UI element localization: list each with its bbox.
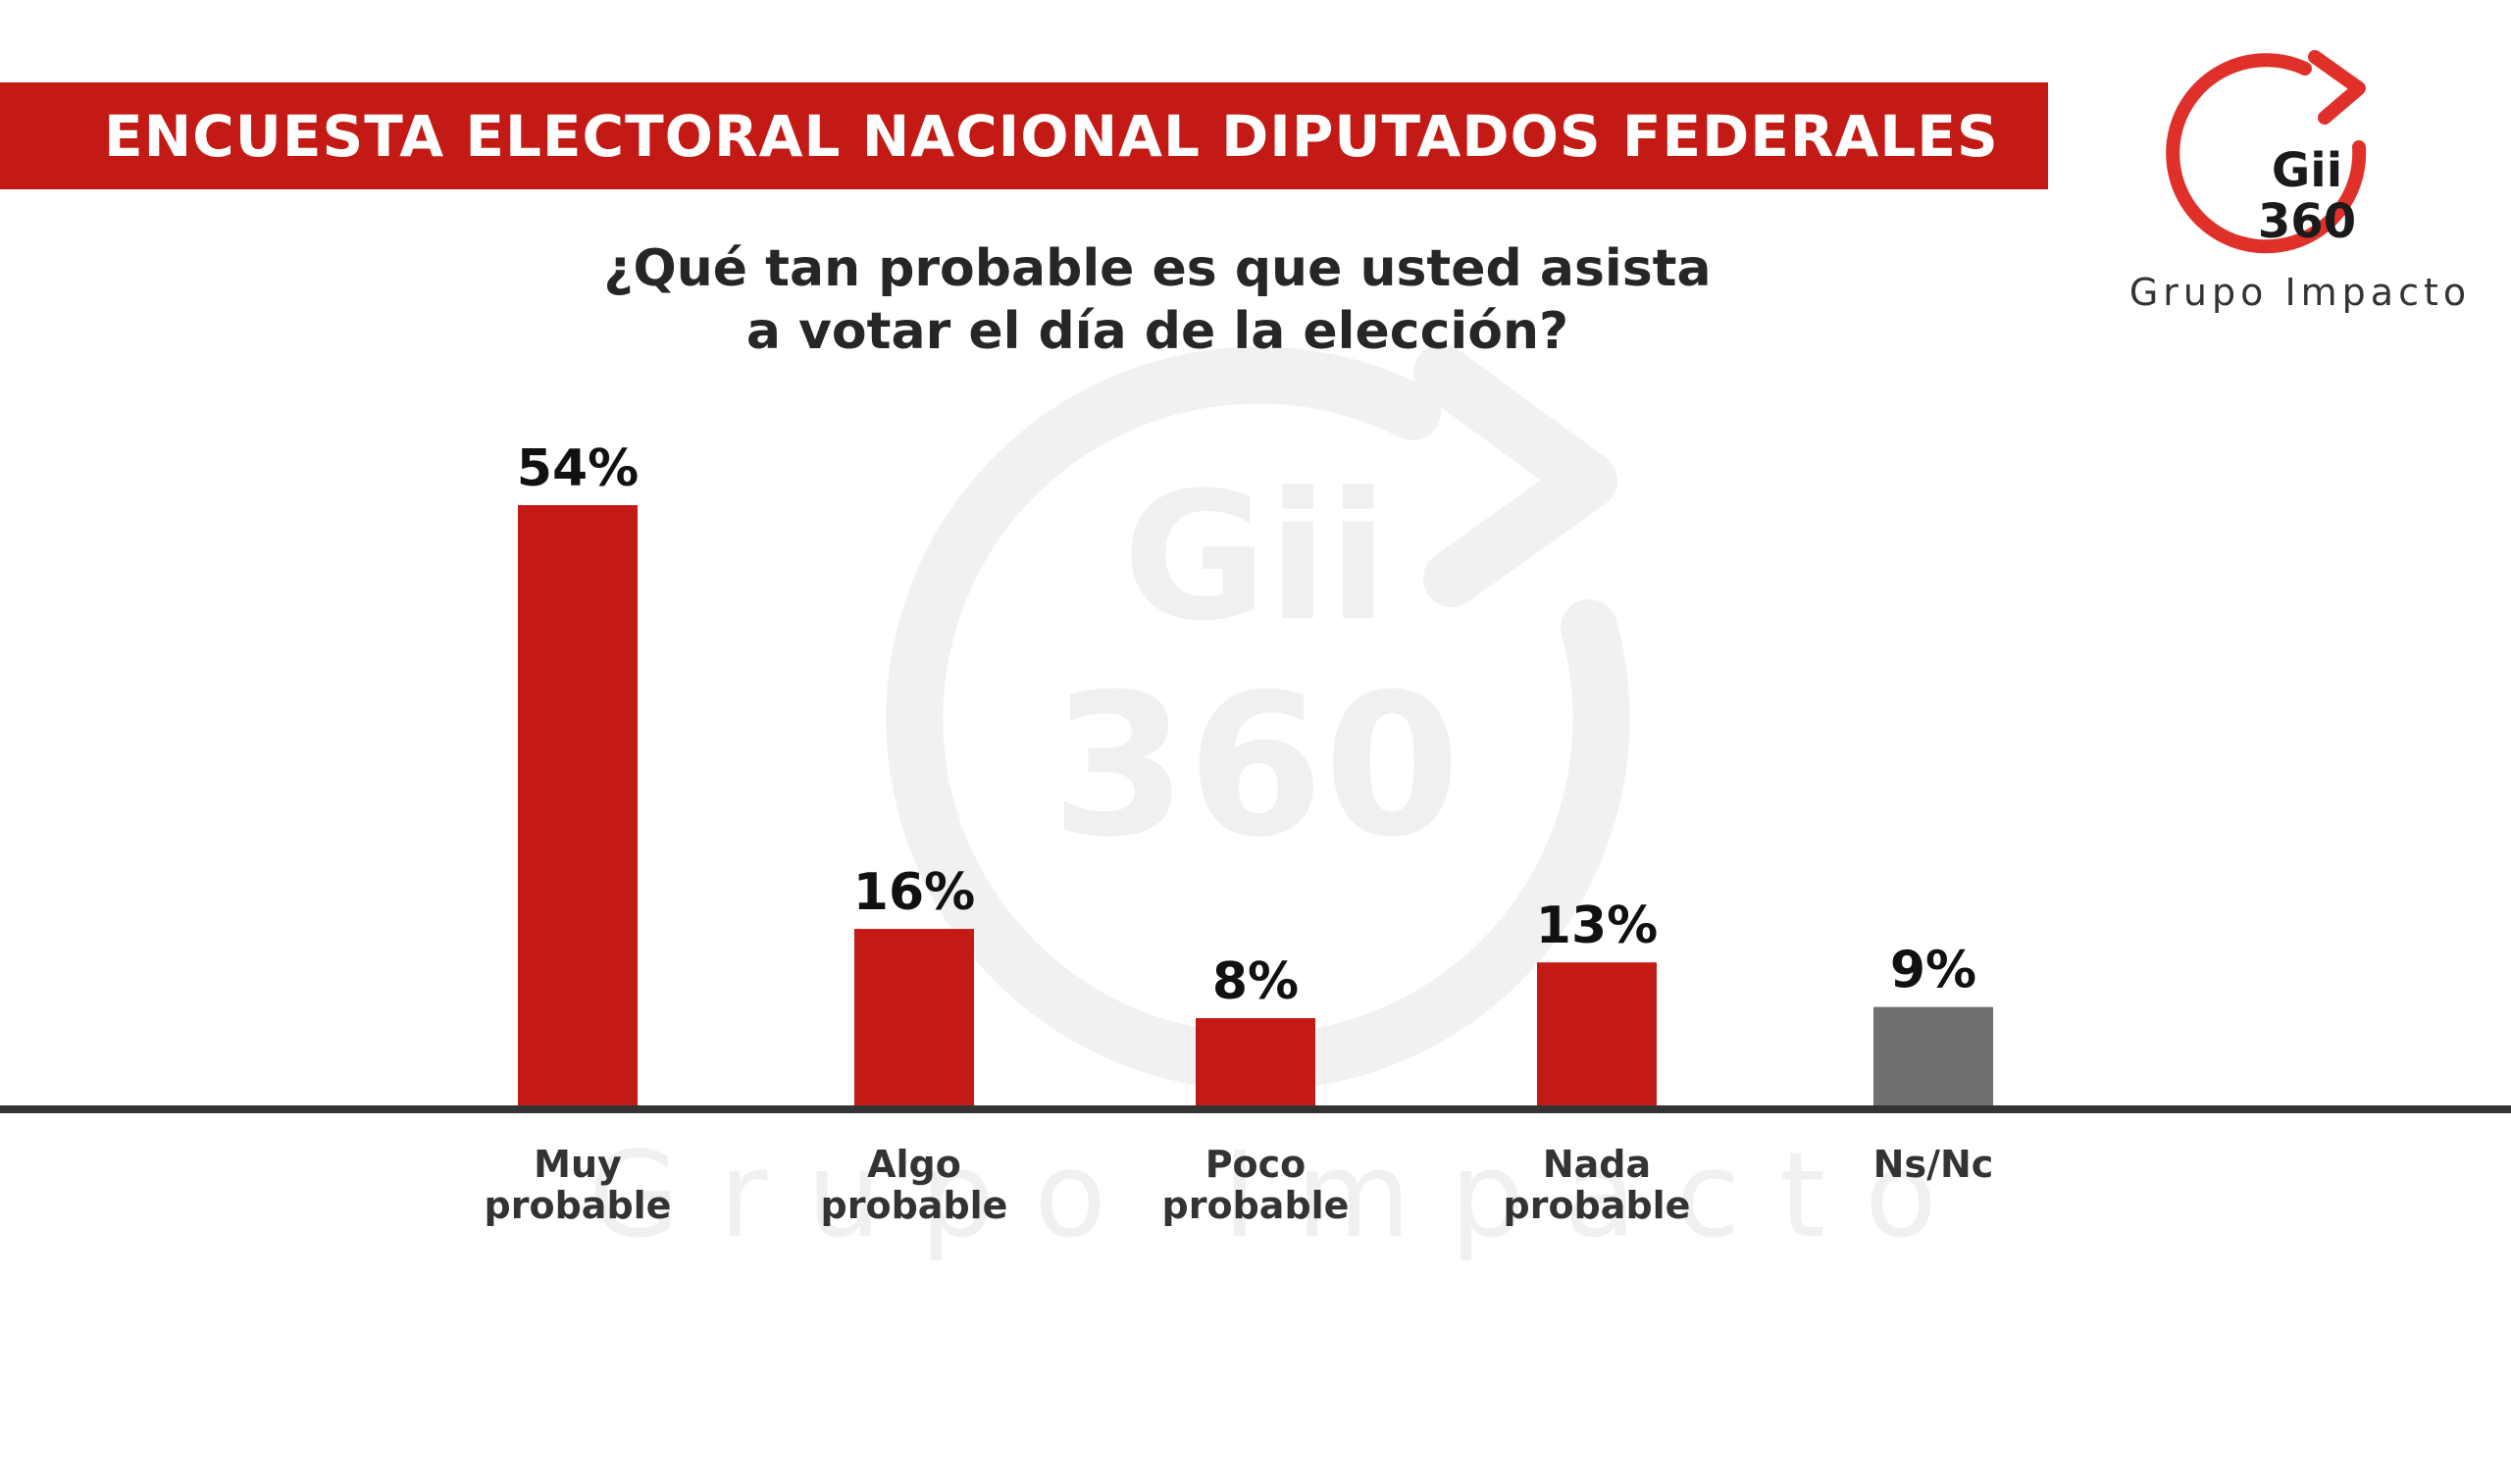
bar-1 xyxy=(518,505,638,1107)
header-banner: ENCUESTA ELECTORAL NACIONAL DIPUTADOS FE… xyxy=(0,82,2048,189)
chart-title-line-2: a votar el día de la elección? xyxy=(745,302,1569,361)
watermark-line2: 360 xyxy=(1051,652,1460,881)
watermark-logo: Gii 360 xyxy=(886,344,1630,1091)
watermark-line1: Gii xyxy=(1122,455,1388,660)
category-label-1-line-2: probable xyxy=(485,1184,672,1227)
logo-line2: 360 xyxy=(2257,194,2357,249)
page-title: ENCUESTA ELECTORAL NACIONAL DIPUTADOS FE… xyxy=(104,102,1999,170)
data-label-1: 54% xyxy=(517,439,639,498)
category-label-1-line-1: Muy xyxy=(534,1143,622,1186)
data-label-2: 16% xyxy=(853,863,975,922)
data-label-3: 8% xyxy=(1212,952,1299,1011)
logo-ring-icon xyxy=(2166,50,2367,254)
logo-line1: Gii xyxy=(2271,143,2343,198)
category-label-5-line-1: Ns/Nc xyxy=(1873,1143,1994,1186)
category-label-3-line-2: probable xyxy=(1162,1184,1350,1227)
data-label-5: 9% xyxy=(1890,942,1976,1000)
category-label-4-line-1: Nada xyxy=(1543,1143,1651,1186)
bar-5 xyxy=(1873,1006,1993,1107)
category-label-2-line-2: probable xyxy=(821,1184,1008,1227)
category-label-2-line-1: Algo xyxy=(867,1143,961,1186)
chart-title-line-1: ¿Qué tan probable es que usted asista xyxy=(603,239,1712,298)
bar-3 xyxy=(1196,1018,1315,1107)
category-label-4-line-2: probable xyxy=(1504,1184,1691,1227)
brand-logo: Gii 360 Grupo Impacto xyxy=(2129,49,2472,324)
x-axis-line xyxy=(0,1105,2511,1113)
logo-company: Grupo Impacto xyxy=(2128,271,2472,314)
bar-2 xyxy=(854,929,974,1107)
category-label-3-line-1: Poco xyxy=(1205,1143,1307,1186)
chart-title: ¿Qué tan probable es que usted asista a … xyxy=(471,237,1844,363)
data-label-4: 13% xyxy=(1536,896,1658,955)
bar-4 xyxy=(1537,962,1657,1107)
logo-text: Gii 360 xyxy=(2138,145,2476,247)
watermark-company: Grupo Impacto xyxy=(589,1128,1976,1264)
